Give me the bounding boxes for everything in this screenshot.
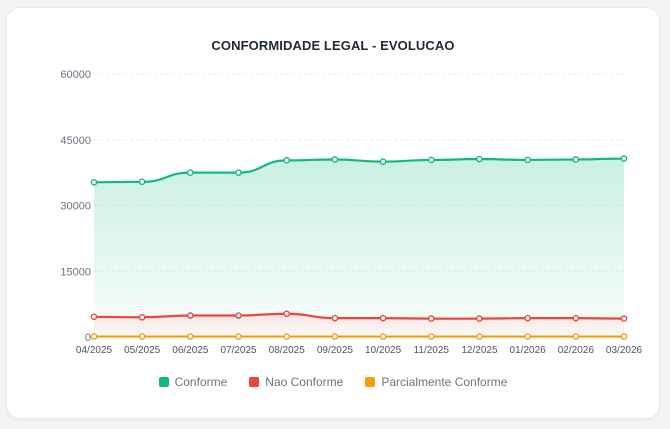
legend-swatch (158, 377, 169, 387)
data-point-conforme (187, 169, 194, 176)
x-tick-label: 06/2025 (172, 345, 209, 356)
data-point-parcialmente-conforme (620, 333, 628, 340)
data-point-parcialmente-conforme (235, 333, 242, 340)
x-tick-label: 02/2026 (558, 345, 595, 356)
x-tick-label: 07/2025 (220, 345, 257, 356)
data-point-parcialmente-conforme (90, 333, 98, 340)
data-point-parcialmente-conforme (427, 333, 435, 340)
y-tick-label: 30000 (60, 201, 91, 213)
data-point-nao-conforme (90, 313, 98, 321)
x-tick-label: 05/2025 (124, 345, 161, 356)
data-point-nao-conforme (379, 314, 387, 322)
data-point-parcialmente-conforme (379, 333, 387, 340)
data-point-parcialmente-conforme (331, 333, 339, 340)
data-point-conforme (476, 155, 483, 163)
data-point-conforme (379, 158, 387, 165)
data-point-nao-conforme (187, 312, 194, 319)
data-point-conforme (620, 155, 628, 162)
data-point-nao-conforme (524, 314, 531, 322)
data-point-conforme (90, 178, 98, 186)
data-point-nao-conforme (476, 315, 483, 322)
x-tick-label: 12/2025 (461, 345, 498, 356)
data-point-nao-conforme (620, 315, 628, 322)
data-point-nao-conforme (572, 314, 580, 322)
x-tick-label: 04/2025 (76, 345, 113, 356)
data-point-conforme (572, 156, 580, 163)
legend-swatch (249, 377, 260, 387)
x-tick-label: 11/2025 (414, 345, 450, 356)
data-point-conforme (138, 178, 146, 186)
data-point-parcialmente-conforme (187, 333, 194, 340)
chart-legend: Conforme Nao Conforme Parcialmente Conform… (7, 375, 659, 389)
y-tick-label: 45000 (60, 135, 91, 147)
data-point-nao-conforme (331, 314, 339, 322)
chart-title: CONFORMIDADE LEGAL - EVOLUCAO (211, 38, 455, 53)
legend-item[interactable]: Parcialmente Conforme (365, 375, 507, 389)
data-point-nao-conforme (283, 310, 291, 318)
series-area-conforme (94, 158, 624, 337)
data-point-conforme (235, 169, 242, 176)
data-point-parcialmente-conforme (476, 333, 483, 340)
data-point-conforme (331, 156, 339, 163)
y-tick-label: 60000 (60, 69, 91, 81)
y-tick-label: 0 (85, 332, 91, 344)
data-point-conforme (283, 157, 291, 164)
data-point-parcialmente-conforme (283, 333, 291, 340)
data-point-parcialmente-conforme (524, 333, 531, 340)
legend-label: Nao Conforme (265, 375, 344, 389)
legend-label: Parcialmente Conforme (381, 375, 508, 389)
y-tick-label: 15000 (60, 266, 91, 278)
chart-card: CONFORMIDADE LEGAL - EVOLUCAO 0 15000 3000… (6, 7, 660, 419)
legend-item[interactable]: Nao Conforme (249, 375, 343, 389)
data-point-nao-conforme (427, 315, 435, 322)
legend-swatch (365, 377, 376, 387)
data-point-parcialmente-conforme (572, 333, 580, 340)
legend-item[interactable]: Conforme (158, 375, 228, 389)
series-line-nao-conforme (93, 312, 625, 320)
data-point-conforme (524, 156, 531, 164)
data-point-parcialmente-conforme (138, 333, 146, 340)
x-tick-label: 08/2025 (269, 345, 306, 356)
data-point-nao-conforme (235, 312, 242, 319)
data-point-nao-conforme (138, 313, 146, 321)
x-tick-label: 10/2025 (365, 345, 402, 356)
chart-plot: 0 15000 30000 45000 60000 04/2025 05/2025 06/20… (60, 69, 643, 356)
x-tick-label: 01/2026 (510, 345, 547, 356)
x-tick-label: 09/2025 (317, 345, 354, 356)
legend-label: Conforme (174, 375, 228, 389)
series-line-conforme (93, 157, 625, 184)
data-point-conforme (427, 156, 435, 164)
x-tick-label: 03/2026 (606, 345, 643, 356)
